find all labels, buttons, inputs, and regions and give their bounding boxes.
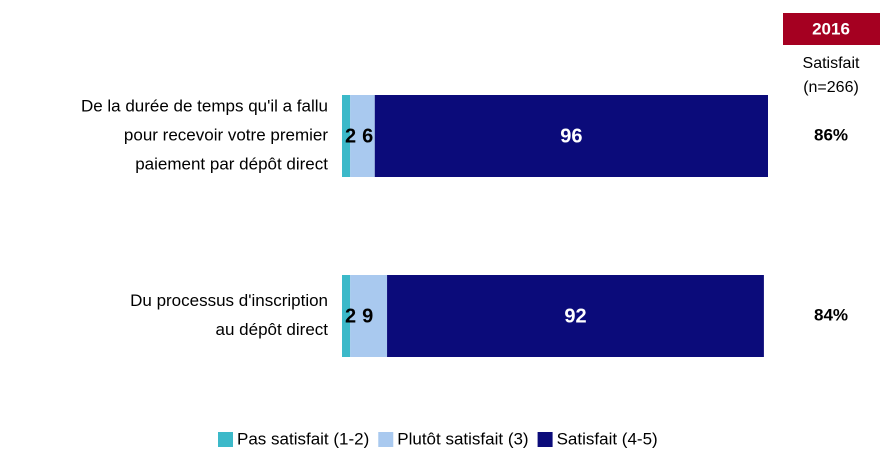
data-label: 2 [345, 125, 356, 147]
legend-swatch [378, 432, 394, 447]
category-label: Du processus d'inscription [130, 291, 328, 310]
legend-label: Satisfait (4-5) [557, 429, 658, 448]
bar-segment [387, 275, 764, 357]
bar-segment [342, 275, 351, 357]
summary-value: 84% [814, 305, 848, 324]
summary-header-box [783, 13, 880, 45]
legend-swatch [537, 432, 553, 447]
data-label: 9 [362, 305, 373, 327]
summary-header: 2016 [812, 19, 850, 38]
category-label: pour recevoir votre premier [124, 125, 328, 144]
bar-segment [374, 95, 768, 177]
bar-segment [350, 275, 388, 357]
data-label: 96 [560, 125, 582, 147]
summary-subtitle: (n=266) [803, 79, 859, 96]
summary-title: Satisfait [803, 55, 860, 72]
legend-label: Pas satisfait (1-2) [237, 429, 369, 448]
bar-segment [350, 95, 375, 177]
data-label: 6 [362, 125, 373, 147]
data-label: 2 [345, 305, 356, 327]
data-label: 92 [564, 305, 586, 327]
legend-label: Plutôt satisfait (3) [397, 429, 528, 448]
summary-value: 86% [814, 125, 848, 144]
category-label: au dépôt direct [216, 320, 329, 339]
category-label: De la durée de temps qu'il a fallu [81, 96, 328, 115]
legend-swatch [218, 432, 233, 447]
category-label: paiement par dépôt direct [135, 154, 328, 173]
bar-segment [342, 95, 351, 177]
